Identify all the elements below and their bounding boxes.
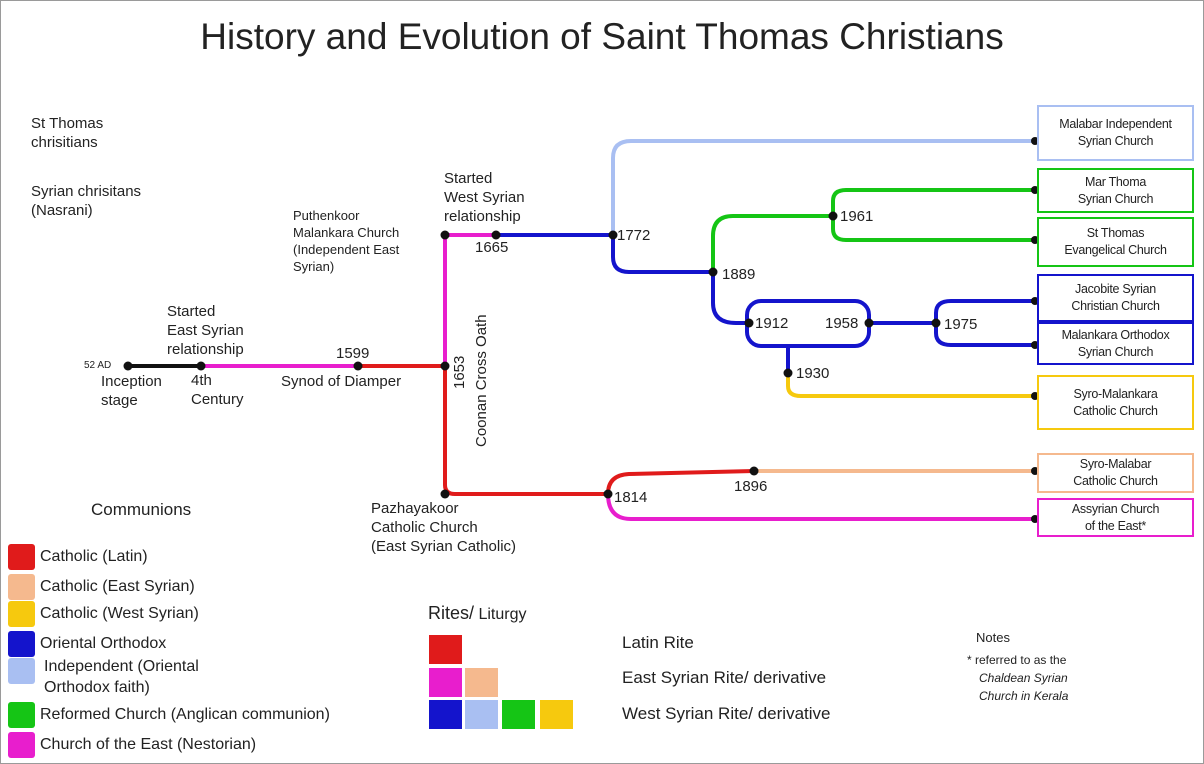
year-1653-label: 1653 (451, 355, 468, 389)
coonan-cross-oath-label: Coonan Cross Oath (473, 314, 490, 447)
syro-malankara-box: Syro-Malankara Catholic Church (1037, 375, 1194, 430)
line-pazhayakoor-branch (443, 364, 610, 496)
year-1896-label: 1896 (734, 478, 768, 495)
st-thomas-christians-label: St Thomas chrisitians (31, 115, 104, 151)
notes-line-3: Church in Kerala (979, 688, 1068, 704)
rite-swatch-oriental-orthodox (429, 700, 462, 729)
west-syrian-rite-label: West Syrian Rite/ derivative (622, 704, 831, 723)
pazhayakoor-label: Pazhayakoor Catholic Church (East Syrian… (371, 500, 517, 555)
communion-swatch (8, 601, 35, 627)
page-title: History and Evolution of Saint Thomas Ch… (200, 16, 1004, 57)
year-1958-label: 1958 (825, 315, 859, 332)
node-1912 (744, 318, 754, 328)
communion-label: Reformed Church (Anglican communion) (40, 706, 330, 723)
synod-of-diamper-label: Synod of Diamper (281, 373, 402, 390)
communion-swatch (8, 544, 35, 570)
rite-swatch-west-syrian-catholic (540, 700, 573, 729)
notes-heading: Notes (976, 630, 1010, 645)
node-1961 (828, 211, 838, 221)
node-puthenkoor (440, 230, 450, 240)
year-1814-label: 1814 (614, 489, 648, 506)
notes-line-2: Chaldean Syrian (979, 670, 1068, 686)
communion-swatch (8, 702, 35, 728)
node-pazhayakoor (440, 489, 450, 499)
node-1665 (491, 230, 501, 240)
rite-swatch-reformed (502, 700, 535, 729)
notes-line-3-text: Church in Kerala (979, 689, 1069, 703)
rites-heading-sub: Liturgy (474, 606, 527, 623)
communion-label: Catholic (East Syrian) (40, 578, 195, 595)
line-jacobite (934, 299, 1037, 325)
node-1975 (931, 318, 941, 328)
latin-rite-label: Latin Rite (622, 633, 694, 652)
node-52ad (123, 361, 133, 371)
communion-swatch (8, 574, 35, 600)
node-1814 (603, 489, 613, 499)
node-1930 (783, 368, 793, 378)
rites-heading-main: Rites/ (428, 603, 475, 623)
year-1912-label: 1912 (755, 315, 789, 332)
jacobite-box: Jacobite Syrian Christian Church (1037, 274, 1194, 322)
node-4th-century (196, 361, 206, 371)
year-1889-label: 1889 (722, 266, 756, 283)
malabar-independent-box: Malabar Independent Syrian Church (1037, 105, 1194, 161)
communion-label: Catholic (West Syrian) (40, 605, 199, 622)
notes-line-1: * referred to as the (967, 653, 1067, 667)
node-1958 (864, 318, 874, 328)
puthenkoor-label: Puthenkoor Malankara Church (Independent… (293, 208, 400, 274)
line-orthodox-trunk (611, 233, 715, 274)
line-orthodox-to-1912 (711, 270, 751, 325)
node-1653 (440, 361, 450, 371)
communion-label: Catholic (Latin) (40, 548, 148, 565)
node-1896 (749, 466, 759, 476)
communion-label: Independent (Oriental Orthodox faith) (44, 658, 199, 696)
syrian-christians-label: Syrian chrisitans (Nasrani) (31, 183, 142, 219)
east-syrian-rite-label: East Syrian Rite/ derivative (622, 668, 827, 687)
communion-swatch (8, 658, 35, 684)
rite-swatch-east-syrian-catholic (465, 668, 498, 697)
started-west-syrian-label: Started West Syrian relationship (444, 170, 525, 225)
fourth-century-label: 4th Century (191, 372, 244, 408)
communions-heading: Communions (91, 500, 192, 519)
rite-swatch-independent (465, 700, 498, 729)
rite-swatch-latin (429, 635, 462, 664)
line-syro-malankara (786, 371, 1037, 398)
mar-thoma-box: Mar Thoma Syrian Church (1037, 168, 1194, 213)
inception-stage-label: Inception stage (101, 373, 162, 409)
st-thomas-evangelical-box: St Thomas Evangelical Church (1037, 217, 1194, 267)
year-1930-label: 1930 (796, 365, 830, 382)
year-1599-label: 1599 (336, 345, 370, 362)
started-east-syrian-label: Started East Syrian relationship (167, 303, 244, 358)
node-1889 (708, 267, 718, 277)
malankara-orthodox-box: Malankara Orthodox Syrian Church (1037, 322, 1194, 365)
rite-swatch-church-of-east (429, 668, 462, 697)
communion-swatch (8, 631, 35, 657)
communion-label: Church of the East (Nestorian) (40, 736, 257, 753)
line-mar-thoma (831, 188, 1037, 218)
syro-malabar-box: Syro-Malabar Catholic Church (1037, 453, 1194, 493)
year-1961-label: 1961 (840, 208, 874, 225)
rites-heading: Rites/ Liturgy (428, 602, 526, 626)
node-1599 (353, 361, 363, 371)
assyrian-church-box: Assyrian Church of the East* (1037, 498, 1194, 537)
communion-swatch (8, 732, 35, 758)
year-1772-label: 1772 (617, 227, 651, 244)
year-52ad-label: 52 AD (84, 360, 112, 371)
node-1772 (608, 230, 618, 240)
year-1665-label: 1665 (475, 239, 509, 256)
communion-label: Oriental Orthodox (40, 635, 167, 652)
notes-line-2-text: Chaldean Syrian (979, 671, 1068, 685)
line-reformed (711, 214, 835, 274)
line-malankara-orthodox (934, 321, 1037, 347)
line-assyrian (606, 492, 1037, 521)
line-malabar-independent (611, 139, 1037, 237)
year-1975-label: 1975 (944, 316, 978, 333)
line-st-thomas-evangelical (831, 214, 1037, 242)
